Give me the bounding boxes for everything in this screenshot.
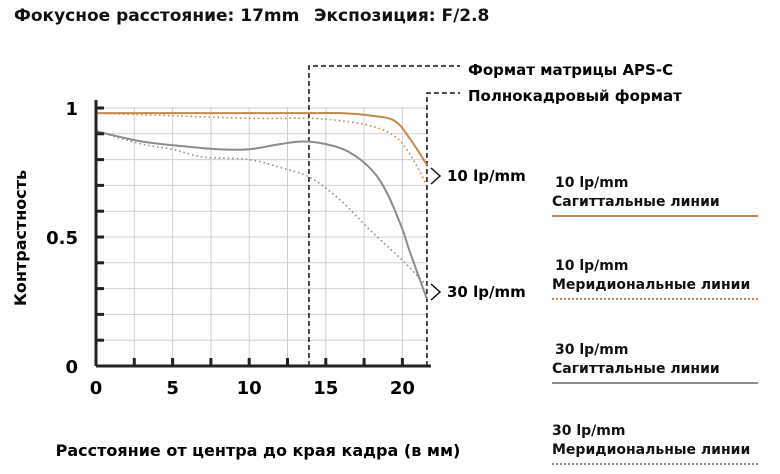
legend-2-line1: 10 lp/mm — [555, 258, 629, 274]
x-axis-label: Расстояние от центра до края кадра (в мм… — [56, 441, 461, 460]
aps-c-label: Формат матрицы APS-C — [468, 61, 673, 79]
bracket-30lp-icon — [430, 283, 442, 301]
grid — [96, 107, 427, 366]
format-boundary-line — [426, 92, 460, 366]
series-line-1 — [96, 111, 428, 166]
y-tick-label: 0 — [65, 357, 78, 378]
legend-4-line2: Меридиональные линии — [552, 442, 751, 458]
legend-3-line2: Сагиттальные линии — [552, 361, 720, 377]
bracket-10lp-icon — [430, 167, 442, 185]
x-tick-label: 10 — [237, 378, 262, 399]
y-tick-label: 0.5 — [46, 228, 78, 249]
format-boundaries — [308, 65, 460, 366]
legend-2-line2: Меридиональные линии — [552, 277, 751, 293]
y-axis-label: Контрастность — [11, 170, 30, 306]
legend-1-line1: 10 lp/mm — [555, 175, 629, 191]
legend-3-line1: 30 lp/mm — [555, 342, 629, 358]
legend-3-swatch — [552, 382, 758, 384]
legend-4-swatch — [552, 463, 758, 465]
y-tick-label: 1 — [65, 99, 78, 120]
series-line-3 — [95, 130, 428, 300]
x-tick-label: 5 — [166, 378, 179, 399]
lp10-label: 10 lp/mm — [447, 167, 526, 185]
x-tick-label: 20 — [390, 378, 415, 399]
legend-2-swatch — [552, 298, 758, 300]
lp30-label: 30 lp/mm — [447, 283, 526, 301]
series-lines — [95, 111, 428, 300]
format-boundary-line — [308, 65, 460, 366]
axes — [94, 100, 431, 368]
focal-length-header: Фокусное расстояние: 17mm — [14, 6, 300, 26]
legend-1-line2: Сагиттальные линии — [552, 194, 720, 210]
exposure-header: Экспозиция: F/2.8 — [314, 6, 490, 26]
series-line-2 — [95, 112, 428, 186]
tick-labels: 0 5 10 15 20 0 0.5 1 — [46, 99, 415, 399]
legend-1-swatch — [552, 215, 758, 217]
series-line-4 — [95, 130, 428, 287]
x-tick-label: 0 — [90, 378, 103, 399]
legend-4-line1: 30 lp/mm — [552, 423, 626, 439]
full-frame-label: Полнокадровый формат — [468, 87, 682, 105]
x-tick-label: 15 — [313, 378, 338, 399]
